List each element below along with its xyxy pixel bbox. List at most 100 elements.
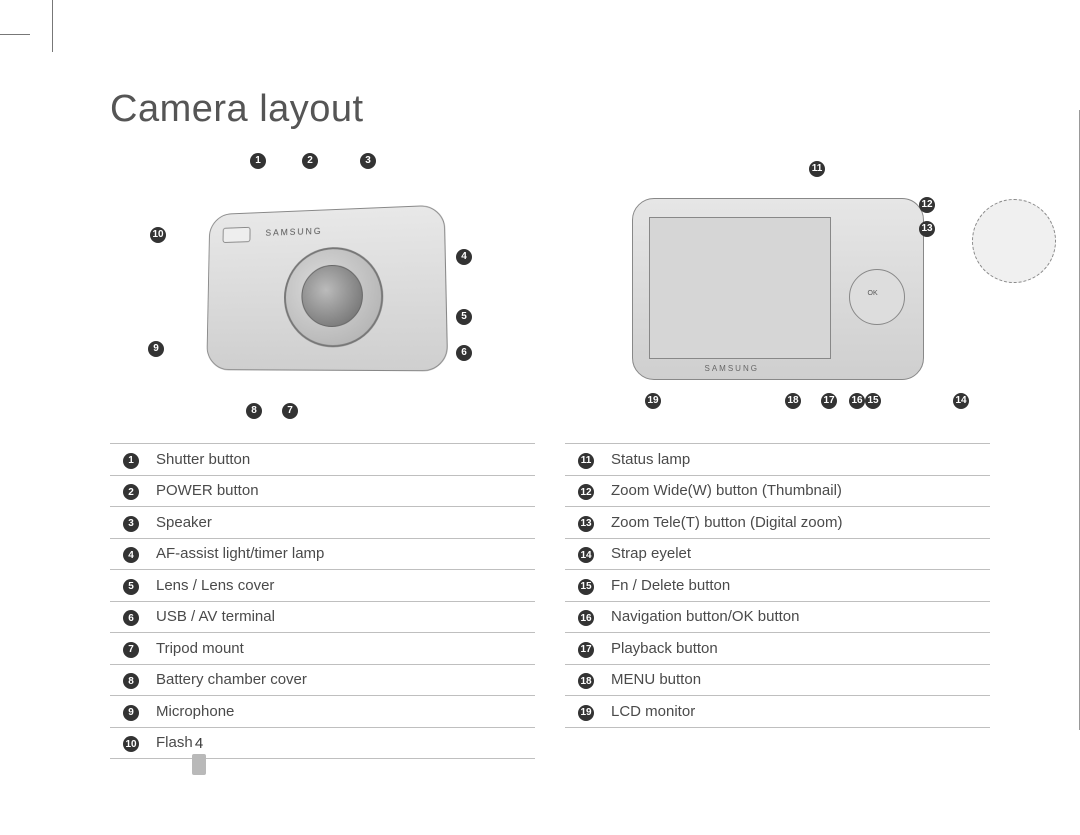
camera-back-diagram: OK SAMSUNG 111213141516171819	[565, 149, 990, 429]
brand-label-front: SAMSUNG	[265, 226, 322, 238]
crop-mark-horizontal	[0, 34, 30, 35]
legend-number-cell: 17	[565, 633, 603, 665]
diagram-callout: 8	[246, 403, 262, 419]
table-row: 10Flash	[110, 727, 535, 759]
table-row: 14 Strap eyelet	[565, 538, 990, 570]
legend-number-badge: 7	[123, 642, 139, 658]
legend-label-cell: Fn / Delete button	[603, 570, 990, 602]
legend-number-cell: 12	[565, 475, 603, 507]
legend-number-cell: 15	[565, 570, 603, 602]
diagram-callout: 5	[456, 309, 472, 325]
legend-label-cell: Battery chamber cover	[148, 664, 535, 696]
table-row: 9Microphone	[110, 696, 535, 728]
diagram-callout: 1	[250, 153, 266, 169]
legend-number-badge: 9	[123, 705, 139, 721]
manual-page: Camera layout SAMSUNG 12345678910 1Shutt…	[0, 0, 1080, 835]
ok-label: OK	[868, 290, 878, 297]
legend-number-cell: 9	[110, 696, 148, 728]
legend-number-cell: 16	[565, 601, 603, 633]
lcd-screen	[649, 217, 831, 359]
table-row: 2 POWER button	[110, 475, 535, 507]
legend-number-badge: 15	[578, 579, 594, 595]
brand-label-back: SAMSUNG	[705, 364, 759, 373]
diagram-callout: 11	[809, 161, 825, 177]
table-row: 8 Battery chamber cover	[110, 664, 535, 696]
table-row: 19LCD monitor	[565, 696, 990, 728]
back-legend: 11 Status lamp12Zoom Wide(W) button (Thum…	[565, 443, 990, 728]
legend-number-cell: 7	[110, 633, 148, 665]
diagram-callout: 18	[785, 393, 801, 409]
navigation-dpad: OK	[849, 269, 905, 325]
front-legend-table: 1Shutter button2POWER button3Speaker4AF-…	[110, 443, 535, 759]
legend-number-badge: 14	[578, 547, 594, 563]
front-view-column: SAMSUNG 12345678910 1Shutter button2POWE…	[110, 149, 535, 759]
legend-number-badge: 18	[578, 673, 594, 689]
table-row: 7 Tripod mount	[110, 633, 535, 665]
legend-number-cell: 8	[110, 664, 148, 696]
lens-outer-ring	[283, 246, 383, 348]
diagram-callout: 4	[456, 249, 472, 265]
legend-number-cell: 1	[110, 444, 148, 476]
legend-number-cell: 6	[110, 601, 148, 633]
legend-number-badge: 11	[578, 453, 594, 469]
diagram-callout: 14	[953, 393, 969, 409]
legend-number-badge: 4	[123, 547, 139, 563]
legend-number-badge: 16	[578, 610, 594, 626]
diagram-callout: 12	[919, 197, 935, 213]
legend-label-cell: Tripod mount	[148, 633, 535, 665]
camera-back-body: OK SAMSUNG	[632, 198, 924, 380]
table-row: 11 Status lamp	[565, 444, 990, 476]
legend-label-cell: Status lamp	[603, 444, 990, 476]
table-row: 18MENU button	[565, 664, 990, 696]
legend-label-cell: LCD monitor	[603, 696, 990, 728]
content-area: Camera layout SAMSUNG 12345678910 1Shutt…	[110, 88, 990, 759]
page-title: Camera layout	[110, 88, 990, 131]
legend-number-badge: 8	[123, 673, 139, 689]
page-number: 4	[188, 735, 210, 775]
back-view-column: OK SAMSUNG 111213141516171819 11Status l…	[565, 149, 990, 759]
diagram-callout: 13	[919, 221, 935, 237]
legend-number-badge: 5	[123, 579, 139, 595]
table-row: 16 Navigation button/OK button	[565, 601, 990, 633]
legend-number-badge: 3	[123, 516, 139, 532]
diagram-callout: 3	[360, 153, 376, 169]
table-row: 6USB / AV terminal	[110, 601, 535, 633]
diagram-callout: 19	[645, 393, 661, 409]
diagrams-row: SAMSUNG 12345678910 1Shutter button2POWE…	[110, 149, 990, 759]
legend-label-cell: AF-assist light/timer lamp	[148, 538, 535, 570]
table-row: 3 Speaker	[110, 507, 535, 539]
legend-number-cell: 18	[565, 664, 603, 696]
legend-number-badge: 1	[123, 453, 139, 469]
legend-number-cell: 10	[110, 727, 148, 759]
diagram-callout: 10	[150, 227, 166, 243]
legend-number-cell: 3	[110, 507, 148, 539]
strap-eyelet-detail	[972, 199, 1056, 283]
page-number-value: 4	[195, 735, 203, 752]
camera-front-body: SAMSUNG	[206, 204, 448, 371]
legend-number-cell: 2	[110, 475, 148, 507]
table-row: 12Zoom Wide(W) button (Thumbnail)	[565, 475, 990, 507]
table-row: 4 AF-assist light/timer lamp	[110, 538, 535, 570]
legend-label-cell: Navigation button/OK button	[603, 601, 990, 633]
front-legend: 1Shutter button2POWER button3Speaker4AF-…	[110, 443, 535, 759]
legend-label-cell: Strap eyelet	[603, 538, 990, 570]
legend-number-cell: 14	[565, 538, 603, 570]
legend-label-cell: POWER button	[148, 475, 535, 507]
legend-label-cell: Zoom Wide(W) button (Thumbnail)	[603, 475, 990, 507]
camera-front-diagram: SAMSUNG 12345678910	[110, 149, 535, 429]
lens-inner-ring	[301, 264, 363, 327]
legend-number-badge: 2	[123, 484, 139, 500]
legend-number-cell: 4	[110, 538, 148, 570]
legend-number-cell: 19	[565, 696, 603, 728]
diagram-callout: 6	[456, 345, 472, 361]
legend-number-badge: 17	[578, 642, 594, 658]
legend-label-cell: Speaker	[148, 507, 535, 539]
legend-label-cell: Lens / Lens cover	[148, 570, 535, 602]
diagram-callout: 7	[282, 403, 298, 419]
legend-number-cell: 5	[110, 570, 148, 602]
legend-number-cell: 13	[565, 507, 603, 539]
table-row: 13Zoom Tele(T) button (Digital zoom)	[565, 507, 990, 539]
legend-number-cell: 11	[565, 444, 603, 476]
legend-label-cell: Zoom Tele(T) button (Digital zoom)	[603, 507, 990, 539]
table-row: 5 Lens / Lens cover	[110, 570, 535, 602]
